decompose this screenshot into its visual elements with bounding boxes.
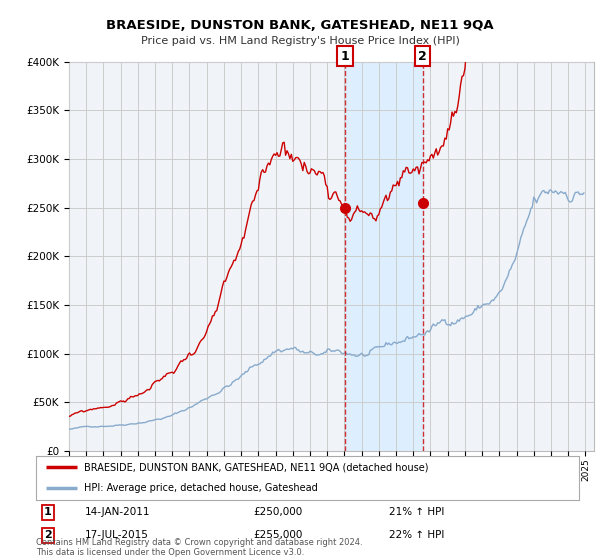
Text: 2: 2: [418, 49, 427, 63]
Text: 21% ↑ HPI: 21% ↑ HPI: [389, 507, 445, 517]
Text: 22% ↑ HPI: 22% ↑ HPI: [389, 530, 445, 540]
Text: £255,000: £255,000: [253, 530, 302, 540]
Text: BRAESIDE, DUNSTON BANK, GATESHEAD, NE11 9QA (detached house): BRAESIDE, DUNSTON BANK, GATESHEAD, NE11 …: [84, 462, 428, 472]
Text: 1: 1: [341, 49, 349, 63]
Text: 1: 1: [44, 507, 52, 517]
Text: Contains HM Land Registry data © Crown copyright and database right 2024.
This d: Contains HM Land Registry data © Crown c…: [36, 538, 362, 557]
Text: 14-JAN-2011: 14-JAN-2011: [85, 507, 151, 517]
Text: 2: 2: [44, 530, 52, 540]
Text: Price paid vs. HM Land Registry's House Price Index (HPI): Price paid vs. HM Land Registry's House …: [140, 36, 460, 46]
Text: £250,000: £250,000: [253, 507, 302, 517]
Text: 17-JUL-2015: 17-JUL-2015: [85, 530, 149, 540]
Bar: [345, 62, 422, 451]
Text: HPI: Average price, detached house, Gateshead: HPI: Average price, detached house, Gate…: [84, 483, 317, 493]
Text: BRAESIDE, DUNSTON BANK, GATESHEAD, NE11 9QA: BRAESIDE, DUNSTON BANK, GATESHEAD, NE11 …: [106, 18, 494, 32]
